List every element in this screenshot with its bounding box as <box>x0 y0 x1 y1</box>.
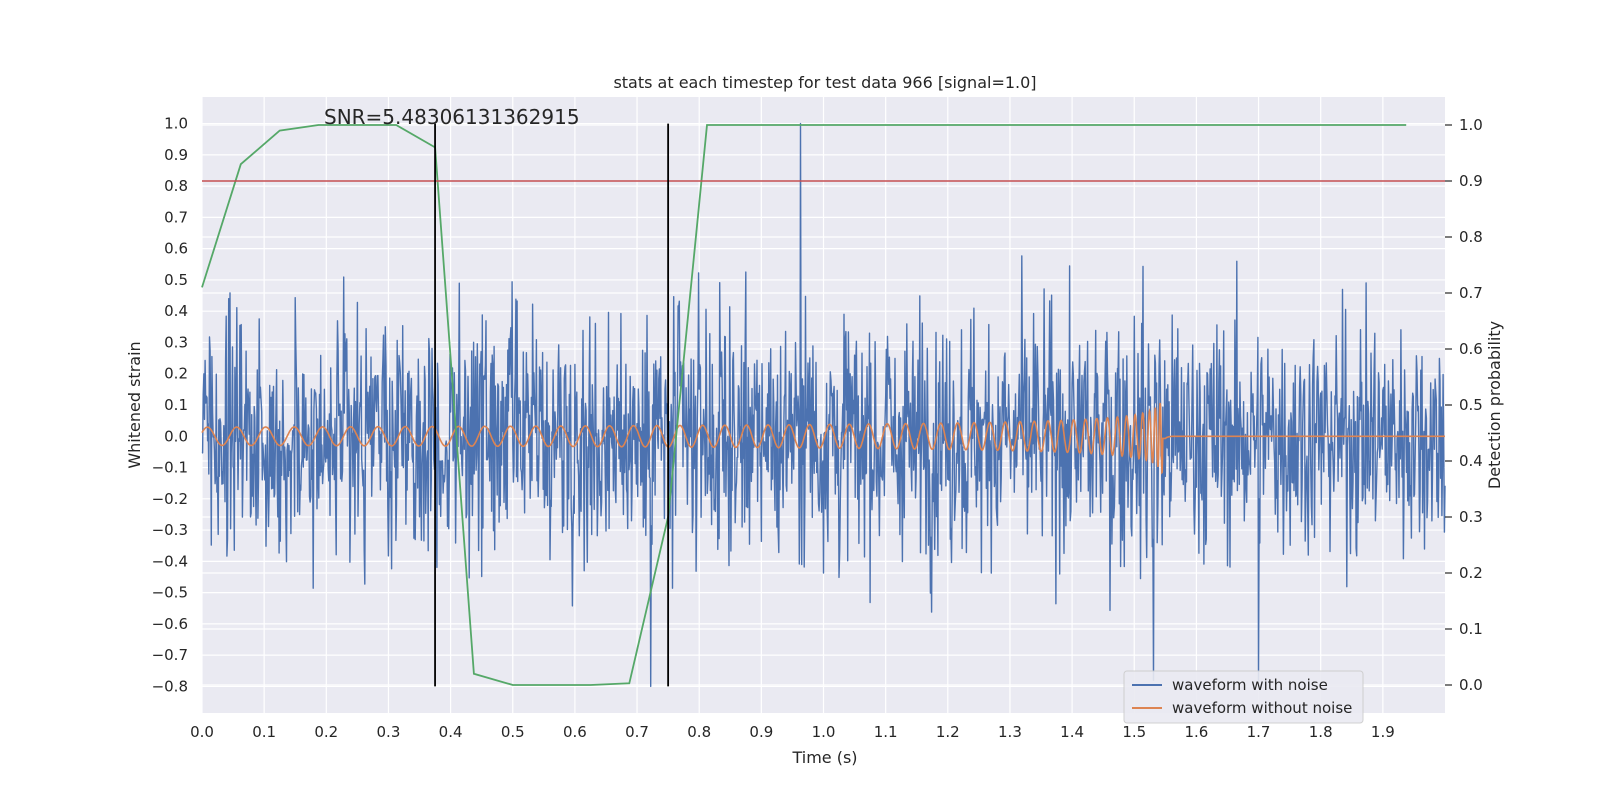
reference-lines <box>202 123 1445 687</box>
series-waveform-without-noise <box>201 402 1445 475</box>
chart-title: stats at each timestep for test data 966… <box>613 73 1036 92</box>
x-tick-label: 0.4 <box>439 723 463 741</box>
y-ticks: 1.0 0.9 0.8 0.7 0.6 0.5 0.4 0.3 0.2 0.1 0.0 −0.1 −0.… <box>152 115 188 696</box>
x-tick-label: 1.6 <box>1184 723 1208 741</box>
y-tick-label: −0.5 <box>152 584 188 602</box>
y-tick-label: 0.4 <box>164 302 188 320</box>
y-axis-label: Whitened strain <box>125 341 144 468</box>
y2-tick-label: 0.1 <box>1459 620 1483 638</box>
x-tick-label: 0.7 <box>625 723 649 741</box>
x-tick-label: 0.5 <box>501 723 525 741</box>
y-tick-label: 1.0 <box>164 115 188 133</box>
x-tick-label: 0.6 <box>563 723 587 741</box>
y2-axis-label: Detection probability <box>1485 321 1504 489</box>
x-tick-label: 0.8 <box>687 723 711 741</box>
y2-tick-label: 0.0 <box>1459 676 1483 694</box>
y2-tick-label: 1.0 <box>1459 116 1483 134</box>
detection-probability-line <box>201 124 1407 686</box>
x-tick-label: 0.2 <box>314 723 338 741</box>
y-tick-label: 0.7 <box>164 208 188 226</box>
y2-tick-label: 0.8 <box>1459 228 1483 246</box>
y-tick-label: 0.6 <box>164 240 188 258</box>
x-ticks: 0.0 0.1 0.2 0.3 0.4 0.5 0.6 0.7 0.8 0.9 1.0 1.1 1.2 1… <box>190 723 1395 741</box>
snr-annotation: SNR=5.48306131362915 <box>324 105 580 129</box>
y2-tick-label: 0.2 <box>1459 564 1483 582</box>
x-axis-label: Time (s) <box>791 748 857 767</box>
y-tick-label: 0.5 <box>164 271 188 289</box>
y-tick-label: −0.8 <box>152 677 188 695</box>
x-tick-label: 1.7 <box>1247 723 1271 741</box>
y-tick-label: −0.2 <box>152 490 188 508</box>
series-detection-probability <box>201 124 1407 686</box>
x-tick-label: 1.5 <box>1122 723 1146 741</box>
y-tick-label: 0.8 <box>164 177 188 195</box>
x-tick-label: 1.1 <box>874 723 898 741</box>
y2-ticks: 1.0 0.9 0.8 0.7 0.6 0.5 0.4 0.3 0.2 0.1 0.0 <box>1445 116 1483 694</box>
y-tick-label: −0.7 <box>152 646 188 664</box>
legend-label-clean: waveform without noise <box>1172 699 1352 717</box>
y-tick-label: 0.0 <box>164 427 188 445</box>
y-tick-label: 0.2 <box>164 365 188 383</box>
legend-box <box>1123 670 1364 724</box>
legend-label-noise: waveform with noise <box>1172 676 1328 694</box>
clean-waveform-line <box>201 402 1445 475</box>
x-tick-label: 0.1 <box>252 723 276 741</box>
y2-tick-label: 0.7 <box>1459 284 1483 302</box>
y-tick-label: 0.9 <box>164 146 188 164</box>
y2-tick-label: 0.3 <box>1459 508 1483 526</box>
legend: waveform with noise waveform without noi… <box>1123 670 1364 724</box>
y2-tick-label: 0.9 <box>1459 172 1483 190</box>
x-tick-label: 1.3 <box>998 723 1022 741</box>
x-tick-label: 0.9 <box>749 723 773 741</box>
x-tick-label: 1.4 <box>1060 723 1084 741</box>
x-tick-label: 1.9 <box>1371 723 1395 741</box>
y-tick-label: −0.1 <box>152 459 188 477</box>
y-tick-label: 0.3 <box>164 333 188 351</box>
y2-tick-label: 0.4 <box>1459 452 1483 470</box>
x-tick-label: 1.0 <box>812 723 836 741</box>
y2-tick-label: 0.5 <box>1459 396 1483 414</box>
y2-tick-label: 0.6 <box>1459 340 1483 358</box>
x-tick-label: 1.8 <box>1309 723 1333 741</box>
y-tick-label: −0.4 <box>152 552 188 570</box>
y-tick-label: 0.1 <box>164 396 188 414</box>
y-tick-label: −0.6 <box>152 615 188 633</box>
y-tick-label: −0.3 <box>152 521 188 539</box>
x-tick-label: 0.0 <box>190 723 214 741</box>
x-tick-label: 1.2 <box>936 723 960 741</box>
x-tick-label: 0.3 <box>377 723 401 741</box>
